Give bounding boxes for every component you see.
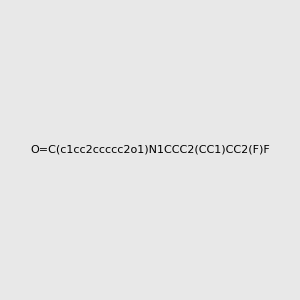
- Text: O=C(c1cc2ccccc2o1)N1CCC2(CC1)CC2(F)F: O=C(c1cc2ccccc2o1)N1CCC2(CC1)CC2(F)F: [30, 145, 270, 155]
